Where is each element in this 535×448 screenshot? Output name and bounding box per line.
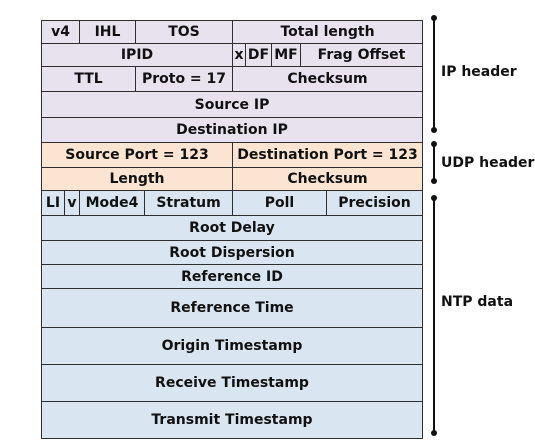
ip-frag-offset-field: Frag Offset	[300, 43, 423, 67]
ip-total-length-field: Total length	[232, 20, 423, 44]
udp-checksum-field: Checksum	[232, 167, 423, 191]
ip-version-field: v4	[41, 20, 80, 44]
ntp-poll-field: Poll	[232, 190, 327, 216]
ip-destination-ip-field: Destination IP	[41, 117, 423, 143]
ip-reserved-flag: x	[232, 43, 246, 67]
ip-header-label: IP header	[441, 64, 517, 80]
udp-source-port-field: Source Port = 123	[41, 142, 233, 168]
ntp-root-delay-field: Root Delay	[41, 215, 423, 241]
ip-ihl-field: IHL	[79, 20, 136, 44]
ntp-precision-field: Precision	[326, 190, 423, 216]
udp-header-label: UDP header	[441, 155, 535, 171]
ntp-bracket-line	[433, 198, 435, 433]
ntp-reference-time-field: Reference Time	[41, 288, 423, 328]
ip-mf-flag: MF	[271, 43, 301, 67]
udp-bracket-line	[433, 144, 435, 182]
ip-bracket-line	[433, 18, 435, 130]
ip-ipid-field: IPID	[41, 43, 233, 67]
ntp-stratum-field: Stratum	[144, 190, 233, 216]
ip-df-flag: DF	[245, 43, 272, 67]
udp-destination-port-field: Destination Port = 123	[232, 142, 423, 168]
ntp-data-label: NTP data	[441, 294, 514, 310]
ntp-receive-timestamp-field: Receive Timestamp	[41, 364, 423, 402]
ip-source-ip-field: Source IP	[41, 91, 423, 118]
ntp-li-field: LI	[41, 190, 65, 216]
udp-length-field: Length	[41, 167, 233, 191]
ntp-mode-field: Mode4	[79, 190, 145, 216]
ntp-bracket-bottom-dot	[431, 430, 437, 436]
ip-ttl-field: TTL	[41, 66, 136, 92]
ntp-reference-id-field: Reference ID	[41, 264, 423, 289]
ntp-root-dispersion-field: Root Dispersion	[41, 240, 423, 265]
ip-checksum-field: Checksum	[232, 66, 423, 92]
ip-bracket-bottom-dot	[431, 127, 437, 133]
ntp-version-field: v	[64, 190, 80, 216]
ntp-transmit-timestamp-field: Transmit Timestamp	[41, 401, 423, 439]
udp-bracket-bottom-dot	[431, 178, 437, 184]
ip-tos-field: TOS	[135, 20, 233, 44]
ip-proto-field: Proto = 17	[135, 66, 233, 92]
ntp-origin-timestamp-field: Origin Timestamp	[41, 327, 423, 365]
